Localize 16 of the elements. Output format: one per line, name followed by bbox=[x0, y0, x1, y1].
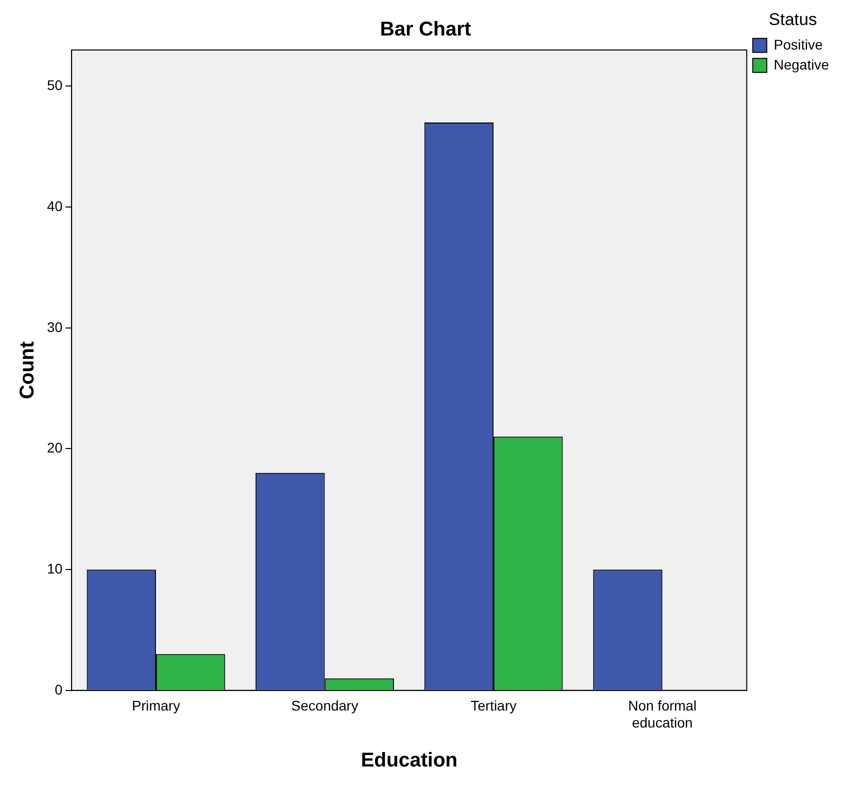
legend-label: Negative bbox=[774, 56, 830, 72]
legend-label: Positive bbox=[774, 36, 823, 52]
chart-title: Bar Chart bbox=[380, 18, 472, 41]
y-tick-label: 10 bbox=[46, 560, 63, 576]
x-tick-label: Non formal education bbox=[628, 698, 697, 730]
y-tick-label: 30 bbox=[46, 318, 63, 335]
legend-title: Status bbox=[768, 10, 817, 30]
y-tick-label: 50 bbox=[46, 77, 63, 94]
y-tick-label: 40 bbox=[46, 198, 63, 214]
y-tick-label: 20 bbox=[46, 440, 63, 456]
x-tick-label: Tertiary bbox=[470, 698, 517, 714]
x-axis-title: Education bbox=[360, 750, 458, 772]
x-tick-label: Secondary bbox=[291, 698, 358, 714]
y-tick-label: 0 bbox=[54, 681, 63, 698]
y-axis-title: Count bbox=[16, 340, 39, 400]
x-tick-label: Primary bbox=[132, 698, 180, 714]
